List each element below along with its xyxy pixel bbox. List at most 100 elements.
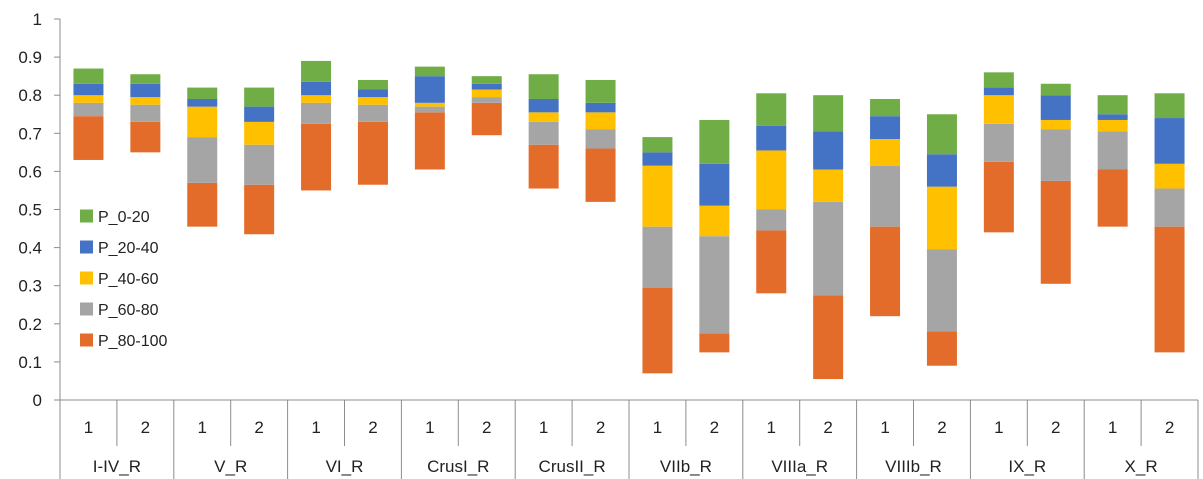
bar-segment-P_40-60 xyxy=(983,95,1014,124)
bar-segment-P_60-80 xyxy=(244,144,275,185)
x-sub-label: 2 xyxy=(937,418,946,437)
bar-base-segment xyxy=(357,184,388,400)
bar-segment-P_40-60 xyxy=(357,97,388,105)
bar-segment-P_40-60 xyxy=(585,112,616,130)
bar-segment-P_80-100 xyxy=(187,182,218,227)
legend-swatch-P_20-40 xyxy=(80,240,93,254)
x-sub-label: 2 xyxy=(368,418,377,437)
bar-segment-P_20-40 xyxy=(585,102,616,113)
bar-segment-P_0-20 xyxy=(1154,93,1185,119)
x-sub-label: 2 xyxy=(710,418,719,437)
y-tick-label: 0.4 xyxy=(18,239,42,258)
x-group-label: CrusII_R xyxy=(539,457,606,476)
bar-segment-P_40-60 xyxy=(1097,119,1128,132)
legend: P_0-20 P_20-40 P_40-60 P_60-80 P_80-100 xyxy=(80,209,167,350)
bar-segment-P_40-60 xyxy=(471,89,502,98)
bar-segment-P_20-40 xyxy=(1040,95,1071,120)
x-sub-label: 1 xyxy=(539,418,548,437)
x-sub-label: 1 xyxy=(994,418,1003,437)
x-sub-label: 2 xyxy=(1051,418,1060,437)
bar-base-segment xyxy=(699,352,730,400)
x-sub-label: 1 xyxy=(84,418,93,437)
bar-segment-P_0-20 xyxy=(130,74,161,84)
x-sub-label: 1 xyxy=(311,418,320,437)
x-group-label: I-IV_R xyxy=(93,457,141,476)
bar-segment-P_60-80 xyxy=(130,104,161,122)
bar-base-segment xyxy=(926,365,957,400)
bar-segment-P_80-100 xyxy=(983,161,1014,233)
legend-swatch-P_80-100 xyxy=(80,333,93,347)
bar-segment-P_60-80 xyxy=(813,201,844,296)
x-sub-label: 2 xyxy=(254,418,263,437)
bar-segment-P_40-60 xyxy=(870,139,901,166)
x-sub-label: 1 xyxy=(425,418,434,437)
bar-segment-P_60-80 xyxy=(642,226,673,288)
bar-base-segment xyxy=(983,232,1014,400)
bar-base-segment xyxy=(130,152,161,400)
bar-segment-P_80-100 xyxy=(301,123,332,191)
x-group-label: CrusI_R xyxy=(427,457,489,476)
bar-base-segment xyxy=(301,190,332,400)
y-tick-label: 0.8 xyxy=(18,86,42,105)
bar-segment-P_0-20 xyxy=(357,79,388,90)
bar-base-segment xyxy=(187,226,218,400)
x-sub-label: 2 xyxy=(823,418,832,437)
x-group-label: V_R xyxy=(214,457,247,476)
bar-segment-P_0-20 xyxy=(983,72,1014,88)
bar-segment-P_20-40 xyxy=(187,99,218,107)
x-group-label: VIIIb_R xyxy=(885,457,942,476)
bar-segment-P_0-20 xyxy=(1097,95,1128,115)
bar-segment-P_0-20 xyxy=(870,99,901,117)
bar-segment-P_60-80 xyxy=(73,102,104,117)
bar-segment-P_80-100 xyxy=(73,116,104,160)
bar-segment-P_60-80 xyxy=(414,106,445,113)
bar-base-segment xyxy=(471,135,502,400)
x-group-label: VI_R xyxy=(326,457,364,476)
bar-segment-P_80-100 xyxy=(528,144,559,189)
bar-segment-P_20-40 xyxy=(699,163,730,206)
x-sub-label: 2 xyxy=(141,418,150,437)
bar-segment-P_40-60 xyxy=(1154,163,1185,189)
y-tick-label: 0.2 xyxy=(18,315,42,334)
bar-segment-P_40-60 xyxy=(1040,119,1071,130)
bar-segment-P_40-60 xyxy=(130,97,161,105)
bar-segment-P_20-40 xyxy=(813,131,844,170)
x-group-label: VIIb_R xyxy=(660,457,712,476)
bar-segment-P_20-40 xyxy=(471,83,502,90)
x-group-label: VIIIa_R xyxy=(771,457,828,476)
bar-segment-P_80-100 xyxy=(699,333,730,353)
legend-swatch-P_40-60 xyxy=(80,271,93,285)
bar-segment-P_80-100 xyxy=(585,148,616,202)
y-tick-label: 1 xyxy=(33,10,42,29)
y-tick-label: 0.1 xyxy=(18,353,42,372)
y-tick-label: 0 xyxy=(33,391,42,410)
x-sub-label: 1 xyxy=(880,418,889,437)
bar-segment-P_0-20 xyxy=(73,68,104,84)
bar-segment-P_20-40 xyxy=(642,152,673,166)
bar-segment-P_80-100 xyxy=(130,121,161,153)
bar-segment-P_20-40 xyxy=(357,89,388,98)
bar-base-segment xyxy=(1154,352,1185,400)
bar-segment-P_80-100 xyxy=(1040,180,1071,284)
bar-base-segment xyxy=(756,293,787,400)
bar-segment-P_20-40 xyxy=(528,99,559,113)
bar-segment-P_0-20 xyxy=(1040,83,1071,96)
bar-segment-P_20-40 xyxy=(870,116,901,140)
bar-segment-P_0-20 xyxy=(187,87,218,100)
bar-segment-P_40-60 xyxy=(301,95,332,103)
bar-segment-P_20-40 xyxy=(756,125,787,151)
legend-label: P_40-60 xyxy=(98,271,159,288)
bar-segment-P_60-80 xyxy=(301,102,332,124)
bar-segment-P_80-100 xyxy=(870,226,901,317)
bar-segment-P_80-100 xyxy=(1154,226,1185,353)
bar-segment-P_0-20 xyxy=(926,114,957,155)
legend-label: P_60-80 xyxy=(98,302,159,319)
bar-segment-P_20-40 xyxy=(926,154,957,187)
bar-segment-P_40-60 xyxy=(244,121,275,145)
axes-layer: 0 0.1 0.2 0.3 0.4 0.5 0.6 0.7 0.8 0.9 1 1 2 1 2 1 2 1 2 1 2 1… xyxy=(18,10,1199,479)
bar-segment-P_0-20 xyxy=(699,119,730,164)
bar-segment-P_80-100 xyxy=(414,112,445,170)
bar-segment-P_60-80 xyxy=(756,209,787,231)
bar-segment-P_40-60 xyxy=(813,169,844,202)
